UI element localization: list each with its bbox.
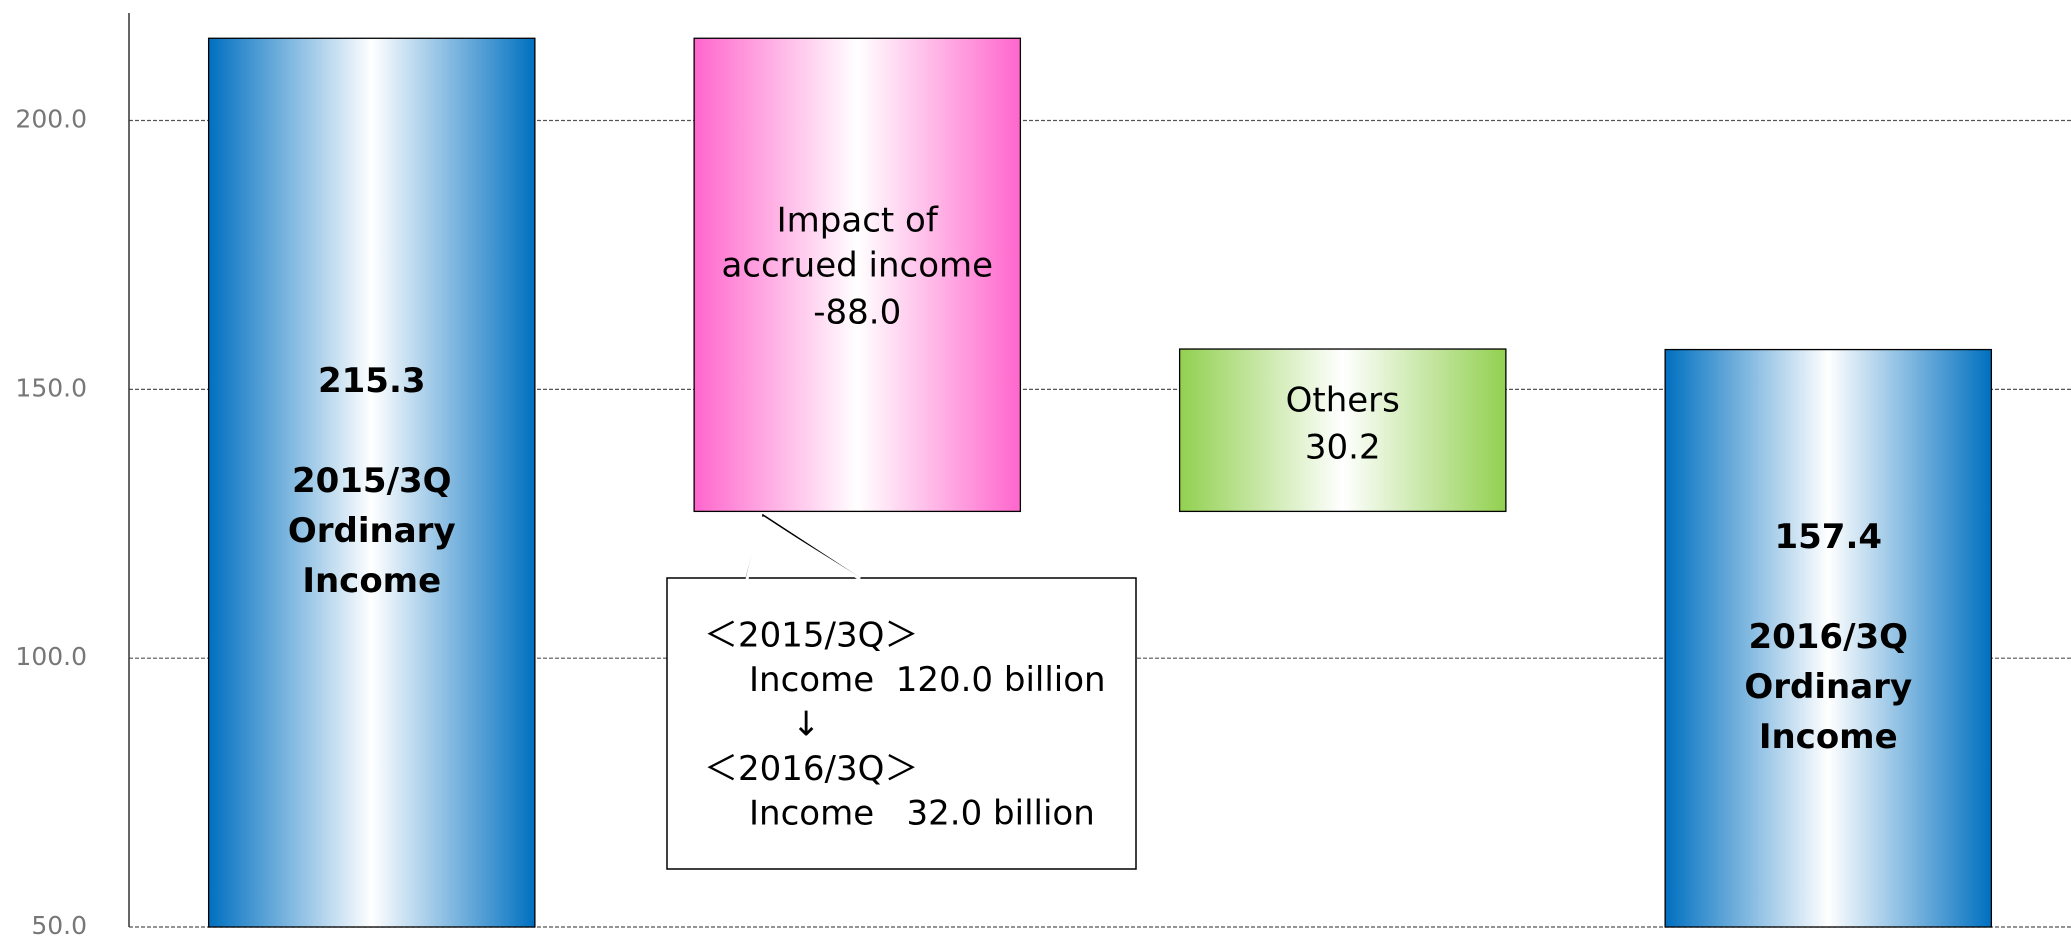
category-label: accrued income (721, 245, 993, 285)
annotation-line: Income 32.0 billion (749, 794, 1095, 834)
value-label: 30.2 (1305, 428, 1381, 468)
bar (1178, 348, 1507, 513)
bar (1664, 348, 1993, 928)
y-tick-label: 50.0 (31, 911, 87, 939)
value-label: -88.0 (813, 292, 901, 332)
annotation-line: ＜2015/3Q＞ (704, 616, 918, 656)
callout-joint (745, 515, 861, 581)
y-tick-label: 200.0 (15, 105, 87, 134)
annotation-line: ↓ (792, 705, 821, 745)
bar (207, 37, 536, 928)
category-label: Income (1759, 717, 1898, 757)
y-tick-label: 150.0 (15, 373, 87, 402)
category-label: Income (302, 561, 441, 601)
y-tick-label: 100.0 (15, 642, 87, 671)
annotation-line: ＜2016/3Q＞ (704, 749, 918, 789)
category-label: 2016/3Q (1748, 617, 1908, 657)
category-label: Others (1286, 381, 1400, 421)
category-label: Ordinary (1744, 667, 1912, 707)
callout-box (666, 577, 1137, 870)
category-label: Impact of (777, 200, 939, 240)
bar (693, 37, 1022, 513)
category-label: Ordinary (288, 511, 456, 551)
value-label: 157.4 (1774, 517, 1882, 557)
value-label: 215.3 (318, 361, 426, 401)
annotation-line: Income 120.0 billion (749, 660, 1106, 700)
category-label: 2015/3Q (292, 461, 452, 501)
